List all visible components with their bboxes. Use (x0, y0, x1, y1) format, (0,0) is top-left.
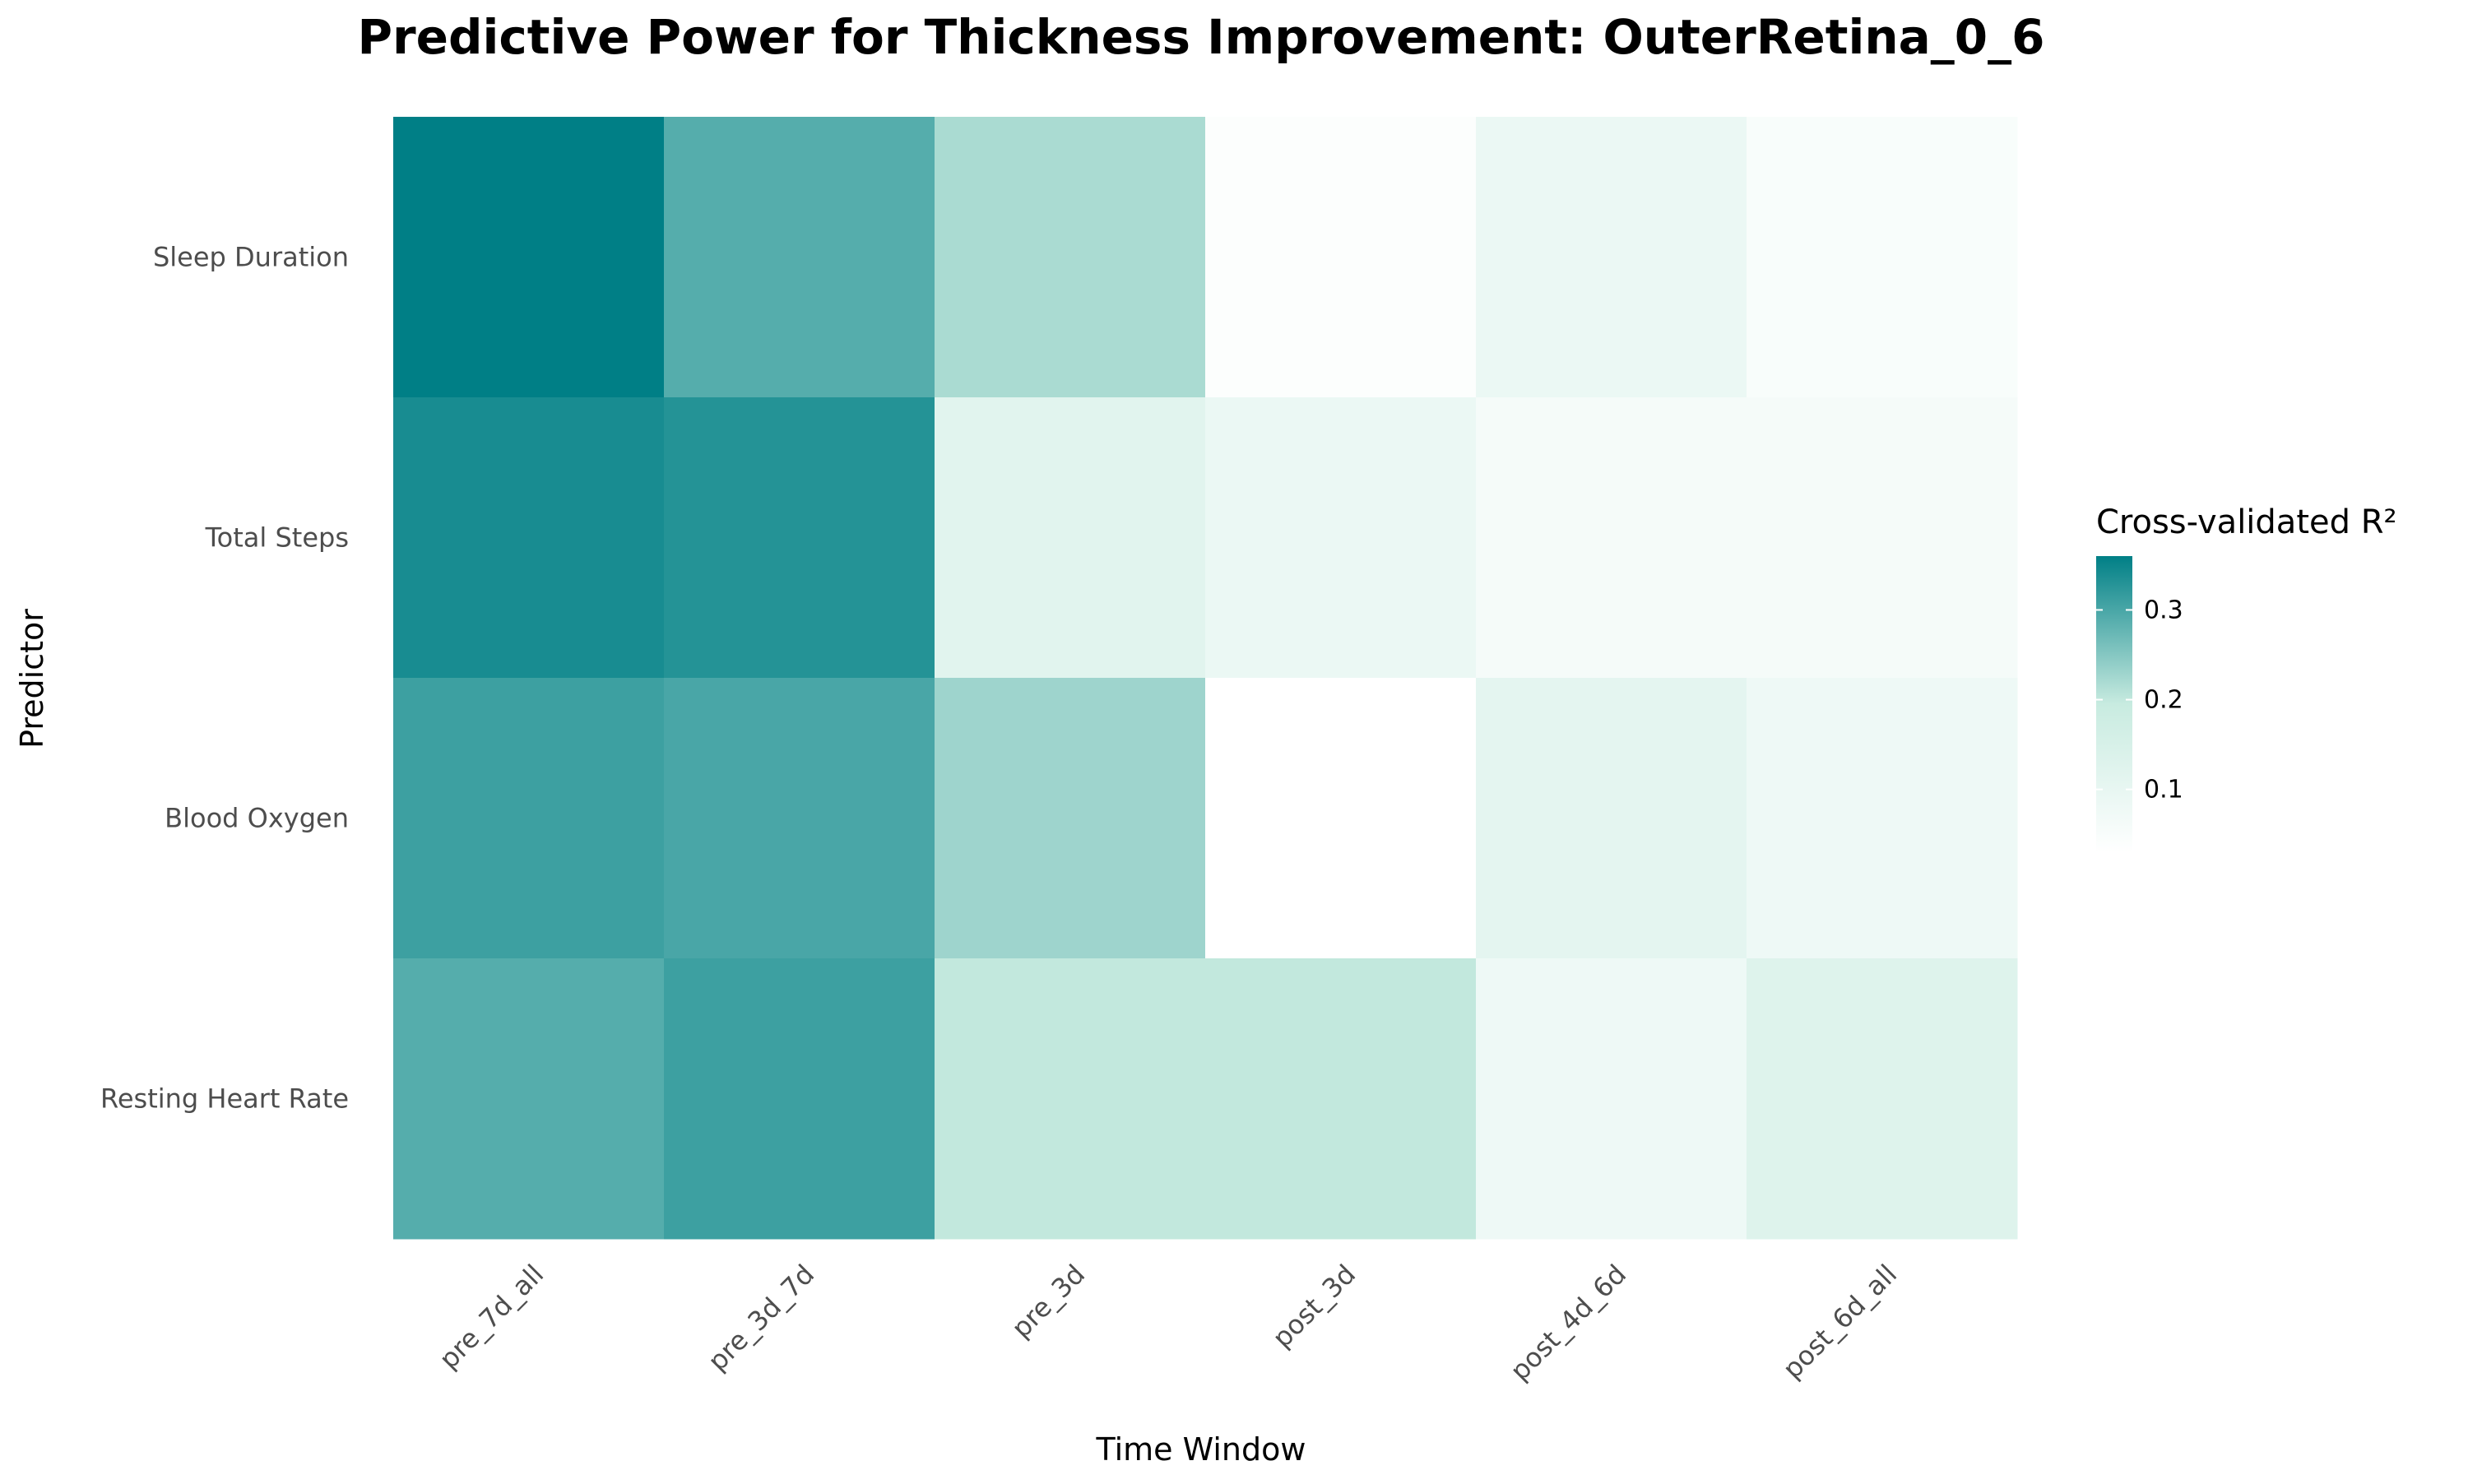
heatmap-cell (1205, 397, 1477, 679)
x-tick-label: post_4d_6d (1504, 1259, 1632, 1387)
heatmap-cell (1205, 958, 1477, 1240)
heatmap-cell (393, 117, 665, 398)
heatmap-cell (1476, 117, 1747, 398)
legend-tick-label: 0.3 (2144, 596, 2183, 624)
y-tick-label: Blood Oxygen (165, 803, 349, 834)
x-axis-title: Time Window (1096, 1431, 1306, 1468)
heatmap-cell (935, 958, 1206, 1240)
heatmap-cell (935, 678, 1206, 959)
heatmap-cell (1747, 678, 2018, 959)
heatmap-cell (393, 678, 665, 959)
x-tick-label: pre_3d (1005, 1259, 1091, 1344)
heatmap-cell (664, 117, 935, 398)
heatmap-cell (935, 117, 1206, 398)
legend-tick-label: 0.1 (2144, 776, 2183, 805)
heatmap-cells (393, 117, 2018, 1240)
legend-title: Cross-validated R² (2096, 503, 2397, 541)
heatmap-cell (1205, 678, 1477, 959)
y-tick-label: Resting Heart Rate (100, 1083, 349, 1115)
x-tick-labels: pre_7d_all pre_3d_7d pre_3d post_3d post_4d_… (433, 1259, 1903, 1387)
heatmap-cell (1476, 678, 1747, 959)
heatmap-cell (1747, 397, 2018, 679)
y-axis-title: Predictor (14, 609, 50, 749)
heatmap-cell (393, 397, 665, 679)
heatmap-cell (1747, 958, 2018, 1240)
color-legend: Cross-validated R² 0.1 0.2 0.3 (2096, 503, 2397, 852)
y-tick-label: Sleep Duration (153, 242, 349, 273)
legend-tick-label: 0.2 (2144, 686, 2183, 715)
heatmap-cell (664, 678, 935, 959)
y-tick-labels: Sleep Duration Total Steps Blood Oxygen Res… (100, 242, 349, 1115)
x-tick-label: post_6d_all (1777, 1259, 1904, 1385)
legend-colorbar (2096, 556, 2132, 852)
heatmap-cell (1747, 117, 2018, 398)
heatmap-cell (1476, 397, 1747, 679)
heatmap-cell (393, 958, 665, 1240)
x-tick-label: post_3d (1266, 1259, 1362, 1354)
legend-ticks: 0.1 0.2 0.3 (2096, 596, 2183, 805)
heatmap-cell (664, 397, 935, 679)
x-tick-label: pre_7d_all (433, 1259, 550, 1375)
chart-title: Predictive Power for Thickness Improveme… (358, 9, 2045, 65)
x-tick-label: pre_3d_7d (702, 1259, 820, 1377)
y-tick-label: Total Steps (205, 522, 349, 554)
heatmap-cell (1476, 958, 1747, 1240)
heatmap-cell (935, 397, 1206, 679)
heatmap-cell (1205, 117, 1477, 398)
heatmap-cell (664, 958, 935, 1240)
